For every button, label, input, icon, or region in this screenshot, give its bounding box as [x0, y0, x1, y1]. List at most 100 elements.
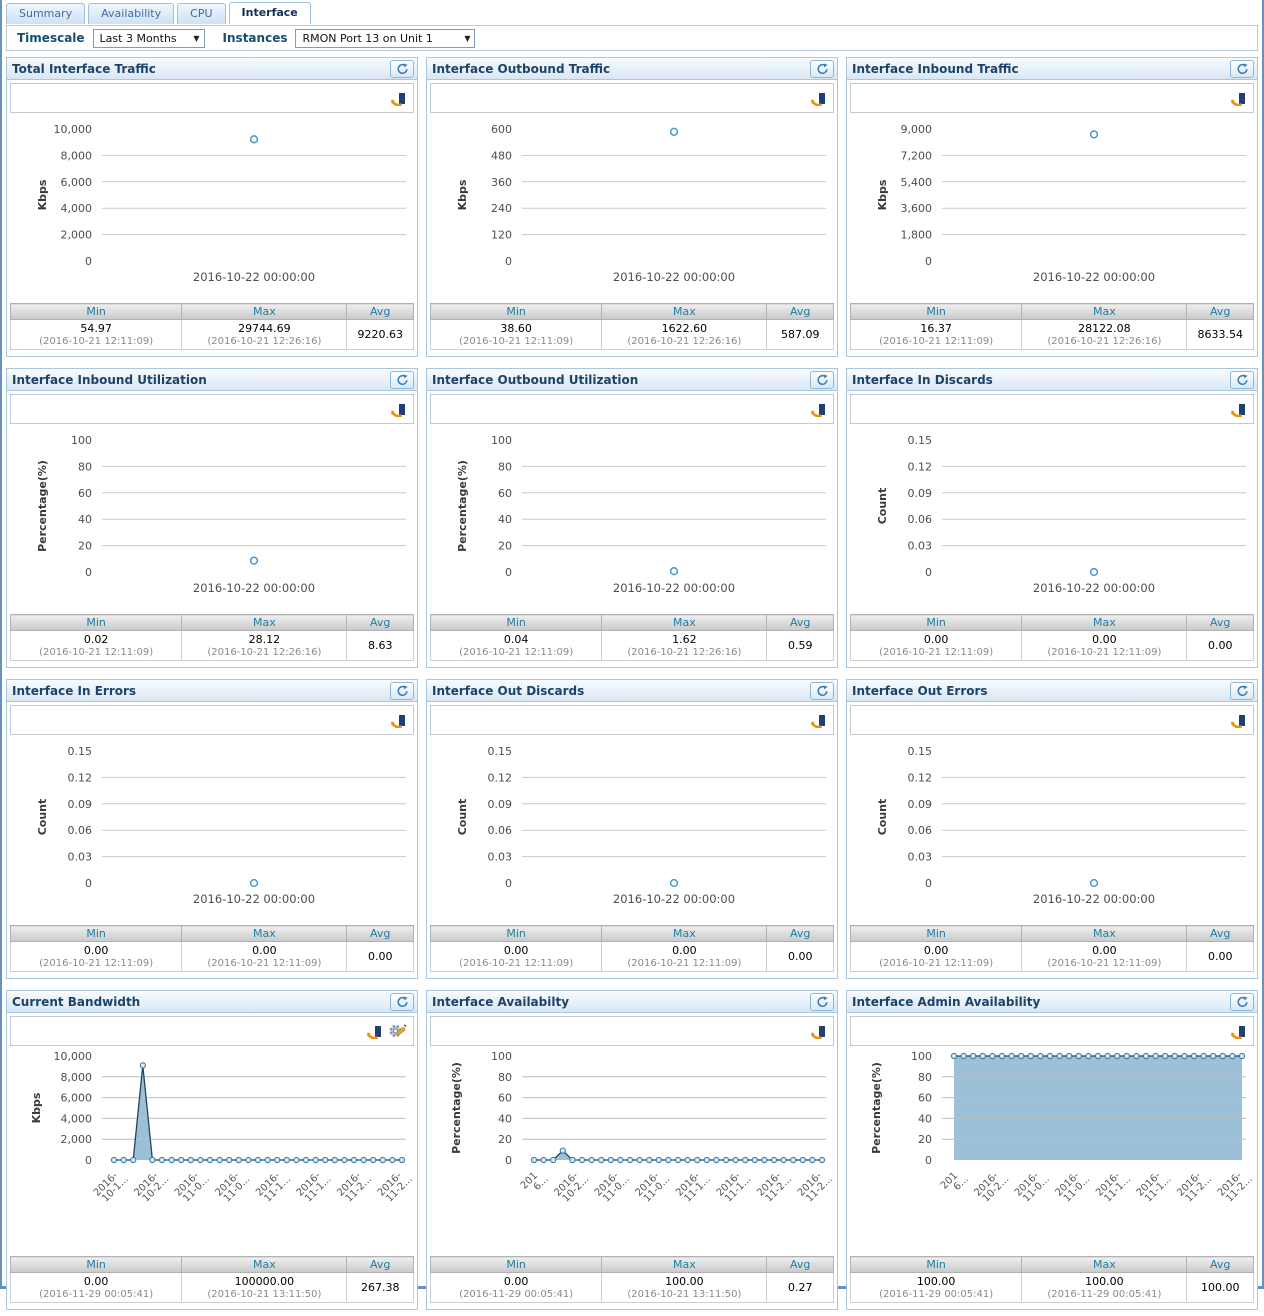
- timescale-select[interactable]: Last 3 Months ▼: [92, 28, 205, 48]
- y-axis-title: Count: [876, 488, 889, 525]
- panel-header: Total Interface Traffic: [7, 58, 417, 80]
- tab-availability[interactable]: Availability: [88, 3, 175, 24]
- y-tick-label: 0.09: [488, 798, 513, 811]
- y-axis-title: Count: [36, 799, 49, 836]
- panel-body: 201 6... 2016- 10-2... 2016- 11-0... 2016- 11-0…: [847, 1013, 1257, 1309]
- chart-type-icon[interactable]: [1230, 713, 1247, 728]
- stats-table: Min Max Avg 0.04 (2016-10-21 12:11:09) 1.…: [429, 614, 834, 661]
- stats-header-min: Min: [429, 614, 603, 631]
- chart-type-icon[interactable]: [366, 1024, 383, 1039]
- y-tick-label: 0.12: [488, 771, 513, 784]
- data-point: [149, 1156, 156, 1164]
- data-point: [607, 1156, 614, 1164]
- chart-panel: Interface Out Errors: [846, 679, 1258, 979]
- chart-type-icon[interactable]: [810, 713, 827, 728]
- stats-header-avg: Avg: [766, 614, 834, 631]
- data-point: [398, 1156, 406, 1164]
- refresh-button[interactable]: [810, 992, 834, 1011]
- y-tick-label: 120: [491, 229, 512, 242]
- refresh-button[interactable]: [810, 59, 834, 78]
- chart-type-icon[interactable]: [1230, 91, 1247, 106]
- stats-table: Min Max Avg 54.97 (2016-10-21 12:11:09) 2…: [9, 303, 414, 350]
- x-axis-label: 2016-10-22 00:00:00: [193, 581, 315, 595]
- data-point: [1142, 1052, 1150, 1060]
- refresh-button[interactable]: [810, 370, 834, 389]
- stat-avg: 0.27: [766, 1272, 834, 1303]
- stat-avg: 0.00: [346, 941, 414, 972]
- refresh-icon: [816, 62, 828, 74]
- chart-type-icon[interactable]: [810, 1024, 827, 1039]
- data-point: [979, 1052, 986, 1060]
- chart-type-icon[interactable]: [1230, 1024, 1247, 1039]
- data-point: [1162, 1052, 1169, 1060]
- stats-header-min: Min: [429, 1256, 603, 1273]
- chart: 2016-10-22 00:00:00 100 80 60 40 20 0 Percentag…: [36, 434, 406, 595]
- data-point: [331, 1156, 338, 1164]
- refresh-button[interactable]: [1230, 992, 1254, 1011]
- stat-avg: 0.59: [766, 630, 834, 661]
- y-tick-label: 0.06: [488, 824, 513, 837]
- chart-type-icon[interactable]: [810, 91, 827, 106]
- stats-header-min: Min: [9, 925, 183, 942]
- chart: 2016-10-1... 2016-10-2... 2016-11-0... 2016…: [30, 1050, 414, 1204]
- panel-title: Total Interface Traffic: [12, 61, 156, 76]
- panel-title: Interface Out Errors: [852, 683, 988, 698]
- tab-summary[interactable]: Summary: [6, 3, 86, 24]
- data-point: [360, 1156, 367, 1164]
- stats-table: Min Max Avg 16.37 (2016-10-21 12:11:09) 2…: [849, 303, 1254, 350]
- chart-toolbar: [10, 394, 414, 424]
- y-tick-label: 360: [491, 176, 512, 189]
- data-point: [617, 1156, 624, 1164]
- refresh-button[interactable]: [390, 681, 414, 700]
- panel-header: Interface Outbound Traffic: [427, 58, 837, 80]
- stats-header-avg: Avg: [1186, 1256, 1254, 1273]
- stats-header-max: Max: [1021, 303, 1188, 320]
- refresh-button[interactable]: [390, 59, 414, 78]
- tab-interface[interactable]: Interface: [228, 2, 311, 24]
- tab-cpu[interactable]: CPU: [177, 3, 226, 24]
- data-point: [1008, 1052, 1015, 1060]
- y-tick-label: 0.15: [68, 745, 93, 758]
- chart-type-icon[interactable]: [1230, 402, 1247, 417]
- data-point: [818, 1156, 826, 1164]
- stats-header-max: Max: [1021, 925, 1188, 942]
- chart-area: 2016-10-22 00:00:00 0.15 0.12 0.09 0.06 0.03 0…: [850, 737, 1254, 923]
- chart-type-icon[interactable]: [810, 402, 827, 417]
- panel-header: Interface In Errors: [7, 680, 417, 702]
- stats-header-max: Max: [601, 614, 768, 631]
- refresh-button[interactable]: [1230, 370, 1254, 389]
- data-point: [1027, 1052, 1034, 1060]
- data-point: [665, 1156, 672, 1164]
- y-tick-label: 0: [505, 877, 512, 890]
- data-point: [669, 567, 679, 576]
- refresh-button[interactable]: [390, 992, 414, 1011]
- chart-type-icon[interactable]: [390, 713, 407, 728]
- stats-header-avg: Avg: [1186, 303, 1254, 320]
- refresh-button[interactable]: [390, 370, 414, 389]
- refresh-icon: [816, 373, 828, 385]
- chart-type-icon[interactable]: [390, 402, 407, 417]
- y-tick-label: 4,000: [61, 1112, 93, 1125]
- refresh-button[interactable]: [810, 681, 834, 700]
- refresh-button[interactable]: [1230, 59, 1254, 78]
- y-axis-title: Count: [876, 799, 889, 836]
- y-tick-label: 20: [498, 1133, 512, 1146]
- x-axis-label: 2016-10-22 00:00:00: [193, 892, 315, 906]
- refresh-button[interactable]: [1230, 681, 1254, 700]
- refresh-icon: [396, 62, 408, 74]
- chart-type-icon[interactable]: [390, 91, 407, 106]
- data-point: [998, 1052, 1006, 1060]
- data-point: [370, 1156, 377, 1164]
- instances-select[interactable]: RMON Port 13 on Unit 1 ▼: [295, 28, 476, 48]
- data-point: [302, 1156, 310, 1164]
- chart-toolbar: [430, 394, 834, 424]
- settings-edit-icon[interactable]: [388, 1023, 407, 1039]
- chart-toolbar: [850, 705, 1254, 735]
- stats-header-min: Min: [849, 925, 1023, 942]
- stat-max: 29744.69 (2016-10-21 12:26:16): [181, 319, 348, 350]
- y-tick-label: 0.12: [908, 771, 933, 784]
- panel-title: Interface Outbound Utilization: [432, 372, 639, 387]
- panel-title: Interface Out Discards: [432, 683, 585, 698]
- y-tick-label: 7,200: [901, 149, 933, 162]
- y-tick-label: 0: [85, 877, 92, 890]
